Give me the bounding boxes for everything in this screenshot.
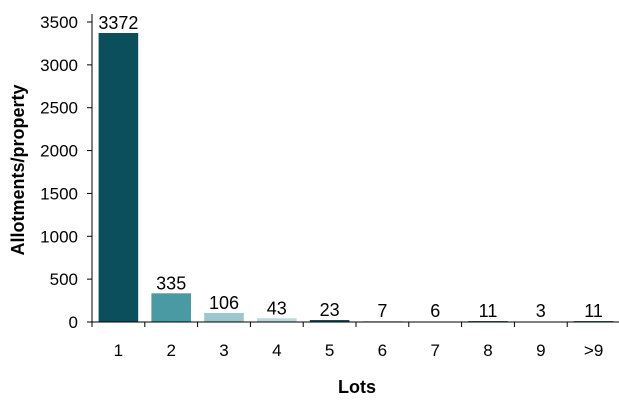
x-axis: 1 2 3 4 5 6 7 8 9 >9 [91,321,619,360]
bar-5 [309,320,350,322]
x-tick-label-4: 4 [272,341,281,360]
y-tick-label-7: 3500 [40,13,78,32]
data-label-2: 335 [156,273,186,293]
data-label-6: 7 [377,301,387,321]
data-label-5: 23 [320,300,340,320]
y-tick-label-4: 2000 [40,142,78,161]
y-axis-title: Allotments/property [8,84,28,255]
x-tick-label-5: 5 [325,341,334,360]
bar-2 [151,293,191,322]
x-tick-label-8: 8 [483,341,492,360]
y-tick-label-6: 3000 [40,56,78,75]
bar-1 [98,33,139,322]
y-tick-label-5: 2500 [40,99,78,118]
bar-4 [257,318,297,322]
data-label-7: 6 [430,301,440,321]
x-tick-label-1: 1 [114,341,123,360]
x-tick-label-10: >9 [584,341,603,360]
data-labels-group: 3372 335 106 43 23 7 6 11 3 11 [98,13,603,321]
data-label-1: 3372 [98,13,138,33]
x-axis-title: Lots [338,377,376,397]
bars-group [98,33,614,323]
x-tick-label-9: 9 [536,341,545,360]
y-tick-label-1: 500 [50,270,78,289]
bar-3 [204,312,244,322]
data-label-3: 106 [209,293,239,313]
y-tick-label-2: 1000 [40,227,78,246]
data-label-8: 11 [479,301,498,321]
x-tick-label-7: 7 [430,341,439,360]
data-label-9: 3 [536,301,546,321]
x-tick-label-3: 3 [219,341,228,360]
data-label-10: 11 [584,301,603,321]
x-tick-label-2: 2 [166,341,175,360]
x-tick-label-6: 6 [378,341,387,360]
y-tick-label-3: 1500 [40,184,78,203]
data-label-4: 43 [267,298,287,318]
y-tick-label-0: 0 [69,313,78,332]
y-axis: 0 500 1000 1500 2000 2500 3000 3500 [40,13,93,332]
